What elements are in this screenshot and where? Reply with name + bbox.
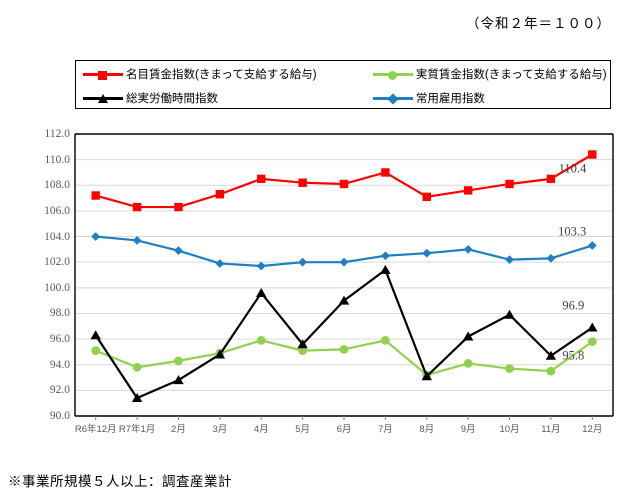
y-axis-tick-label: 104.0 bbox=[44, 230, 70, 243]
legend-row-2: 総実労働時間指数 常用雇用指数 bbox=[76, 86, 610, 110]
legend-row-1: 名目賃金指数(きまって支給する給与) 実質賃金指数(きまって支給する給与) bbox=[76, 62, 610, 86]
y-axis-tick-label: 92.0 bbox=[49, 384, 70, 397]
x-axis-tick-label: 3月 bbox=[212, 424, 228, 435]
data-label: 103.3 bbox=[558, 224, 587, 239]
data-label: 95.8 bbox=[562, 348, 585, 363]
y-axis-tick-label: 90.0 bbox=[49, 410, 70, 422]
x-axis-tick-label: 12月 bbox=[582, 424, 603, 435]
footnote: ※事業所規模５人以上：調査産業計 bbox=[8, 474, 232, 489]
legend-item-nominal-wage: 名目賃金指数(きまって支給する給与) bbox=[76, 66, 371, 82]
y-axis-tick-label: 110.0 bbox=[44, 153, 70, 166]
y-axis-tick-label: 98.0 bbox=[49, 307, 70, 320]
legend-label-nominal-wage: 名目賃金指数(きまって支給する給与) bbox=[126, 69, 317, 81]
legend-key-total-hours-icon bbox=[83, 91, 123, 105]
y-axis-tick-label: 112.0 bbox=[44, 128, 70, 140]
y-axis: 112.0 110.0 108.0 106.0 104.0 102.0 100.0 98.0 9… bbox=[0, 125, 70, 435]
legend-key-nominal-wage-icon bbox=[83, 67, 123, 81]
x-axis-tick-label: 10月 bbox=[499, 424, 520, 435]
legend-key-real-wage-icon bbox=[372, 67, 413, 81]
legend-item-regular-employment: 常用雇用指数 bbox=[371, 90, 610, 106]
plot-area bbox=[74, 133, 614, 420]
line-chart: 112.0 110.0 108.0 106.0 104.0 102.0 100.0 98.0 9… bbox=[0, 125, 629, 435]
unit-note: （令和２年＝１００） bbox=[466, 16, 611, 31]
x-axis-tick-label: R6年12月 bbox=[74, 424, 117, 435]
x-axis-tick-label: 9月 bbox=[460, 424, 476, 435]
legend-key-regular-employment-icon bbox=[372, 91, 413, 105]
legend-label-regular-employment: 常用雇用指数 bbox=[415, 93, 485, 105]
chart-legend: 名目賃金指数(きまって支給する給与) 実質賃金指数(きまって支給する給与) 総実… bbox=[75, 60, 611, 109]
data-label: 110.4 bbox=[558, 161, 587, 175]
x-axis-tick-label: 11月 bbox=[541, 424, 561, 435]
y-axis-tick-label: 96.0 bbox=[49, 333, 70, 346]
y-axis-tick-label: 100.0 bbox=[44, 281, 70, 294]
legend-item-total-hours: 総実労働時間指数 bbox=[76, 90, 371, 106]
x-axis-tick-label: 6月 bbox=[336, 424, 352, 435]
y-axis-tick-label: 106.0 bbox=[44, 204, 70, 217]
legend-label-real-wage: 実質賃金指数(きまって支給する給与) bbox=[415, 69, 607, 81]
x-axis-tick-label: R7年1月 bbox=[118, 424, 156, 435]
y-axis-tick-label: 102.0 bbox=[44, 256, 70, 269]
legend-label-total-hours: 総実労働時間指数 bbox=[126, 93, 218, 105]
x-axis-tick-label: 8月 bbox=[419, 424, 435, 435]
y-axis-tick-label: 94.0 bbox=[49, 358, 70, 371]
x-axis-tick-label: 4月 bbox=[253, 424, 269, 435]
x-axis-tick-label: 7月 bbox=[377, 424, 393, 435]
x-axis-tick-label: 2月 bbox=[171, 424, 186, 435]
data-label: 96.9 bbox=[562, 298, 585, 313]
legend-item-real-wage: 実質賃金指数(きまって支給する給与) bbox=[371, 66, 610, 82]
y-axis-tick-label: 108.0 bbox=[44, 179, 70, 192]
x-axis-tick-label: 5月 bbox=[295, 424, 311, 435]
